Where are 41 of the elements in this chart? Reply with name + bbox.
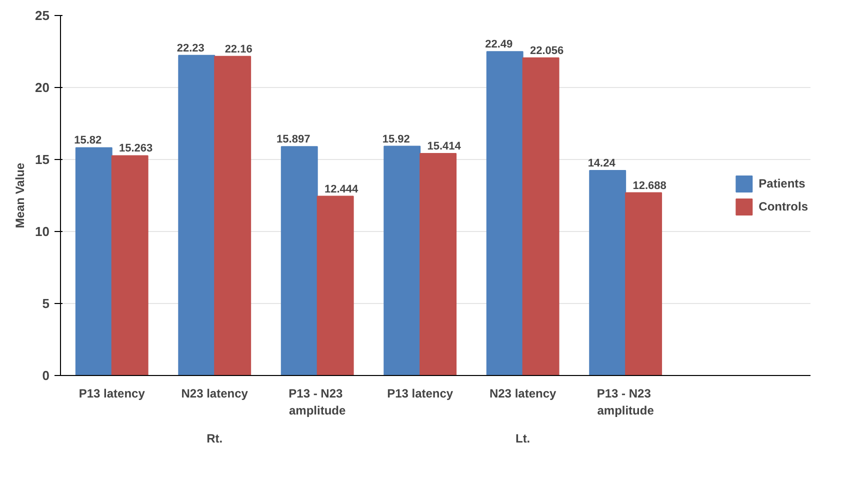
- bar: [280, 146, 318, 376]
- legend-label: Controls: [758, 200, 808, 214]
- bar: [589, 170, 626, 376]
- bar: [111, 155, 148, 376]
- x-tick-label: P13 latency: [387, 386, 454, 400]
- data-label: 15.82: [74, 134, 102, 147]
- data-label: 12.688: [632, 180, 666, 192]
- data-label: 15.414: [427, 140, 462, 153]
- legend-label: Patients: [758, 176, 806, 190]
- y-tick-label: 5: [42, 296, 50, 311]
- y-tick-label: 20: [35, 80, 50, 95]
- data-label: 12.444: [324, 183, 360, 196]
- bar: [214, 56, 252, 376]
- x-tick-label: P13 - N23 amplitude: [596, 386, 654, 418]
- data-label: 14.24: [588, 157, 616, 170]
- text: Lt.: [516, 432, 530, 446]
- data-label: 22.23: [176, 42, 204, 54]
- data-label: 15.92: [382, 133, 410, 146]
- data-label: 22.056: [530, 44, 564, 57]
- x-tick-label: N23 latency: [489, 386, 557, 400]
- bar: [420, 153, 457, 376]
- y-axis-title: Mean Value: [13, 162, 28, 228]
- y-tick-label: 25: [35, 8, 50, 23]
- y-tick-label: 15: [35, 152, 50, 167]
- bar: [316, 196, 354, 376]
- bar: [486, 51, 524, 376]
- data-label: 22.16: [224, 43, 252, 56]
- text: Rt.: [206, 432, 223, 446]
- data-label: 22.49: [485, 38, 513, 51]
- x-tick-label: P13 latency: [78, 386, 146, 400]
- bar: [625, 192, 662, 376]
- bar: [75, 147, 112, 376]
- x-tick-label: P13 - N23 amplitude: [288, 386, 346, 418]
- x-tick-label: N23 latency: [181, 386, 248, 400]
- data-label: 15.263: [119, 142, 153, 155]
- data-label: 15.897: [276, 134, 310, 146]
- bar: [178, 54, 216, 376]
- y-tick-label: 10: [35, 224, 50, 239]
- y-tick-label: 0: [42, 368, 50, 383]
- bar: [522, 57, 560, 376]
- bar: [384, 146, 421, 376]
